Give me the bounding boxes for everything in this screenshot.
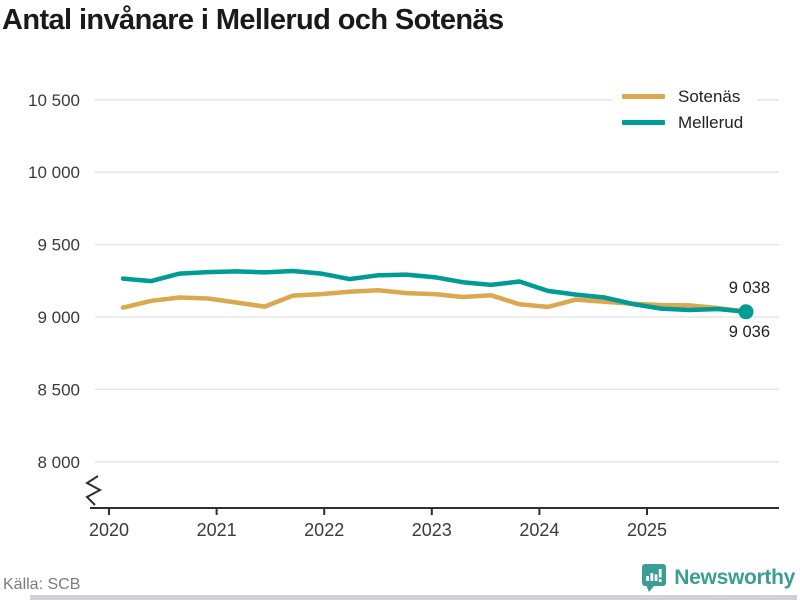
x-tick-label: 2025 [627,520,667,540]
y-tick-label: 9 500 [37,236,80,255]
legend-label-mellerud: Mellerud [678,113,744,132]
end-point-dot [738,304,754,320]
newsworthy-logo[interactable]: Newsworthy [641,563,795,593]
y-tick-label: 9 000 [37,308,80,327]
bottom-scrollbar[interactable] [30,595,797,600]
y-tick-label: 8 000 [37,453,80,472]
legend-swatch-mellerud [622,120,665,125]
y-tick-label: 10 000 [28,163,80,182]
newsworthy-wordmark: Newsworthy [674,566,795,589]
legend-item-mellerud[interactable]: Mellerud [622,114,743,131]
chart-title: Antal invånare i Mellerud och Sotenäs [2,4,504,36]
source-credit: Källa: SCB [3,576,81,593]
x-tick-label: 2022 [304,520,344,540]
x-tick-label: 2020 [89,520,129,540]
y-tick-label: 8 500 [37,380,80,399]
legend-swatch-sotenas [622,94,665,99]
legend: Sotenäs Mellerud [612,83,758,137]
newsworthy-badge-icon [642,564,667,592]
x-tick-label: 2021 [197,520,237,540]
y-tick-label: 10 500 [28,91,80,110]
end-value-label-top: 9 038 [729,279,770,297]
x-tick-label: 2023 [412,520,452,540]
axis-break-icon [85,475,103,506]
end-value-label-bottom: 9 036 [729,323,770,341]
legend-item-sotenas[interactable]: Sotenäs [622,88,743,105]
series-line-mellerud [120,268,749,315]
legend-label-sotenas: Sotenäs [678,87,741,106]
x-tick-label: 2024 [519,520,559,540]
